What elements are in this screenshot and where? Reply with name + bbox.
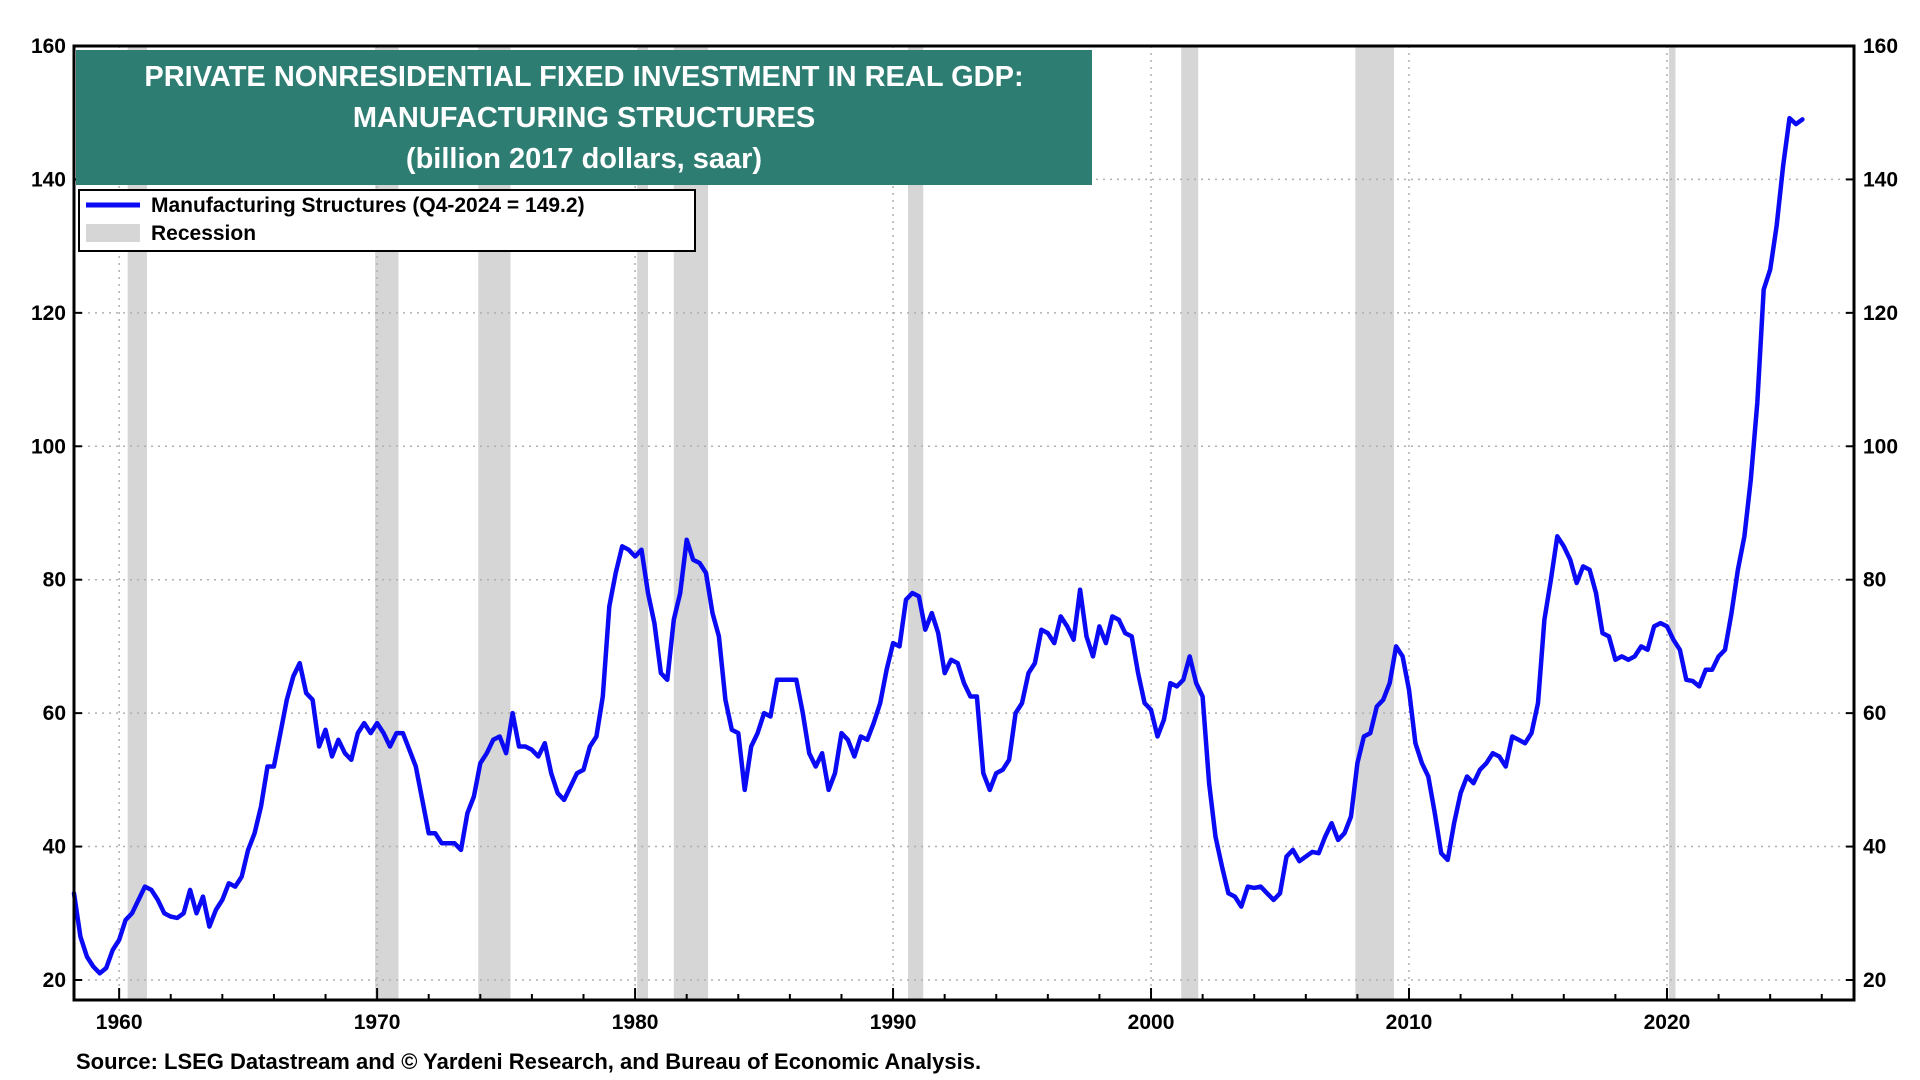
source-note: Source: LSEG Datastream and © Yardeni Re… — [76, 1049, 981, 1074]
y-tick-label-left-160: 160 — [31, 35, 66, 58]
x-tick-label-2000: 2000 — [1128, 1011, 1175, 1034]
legend-series-label: Manufacturing Structures (Q4-2024 = 149.… — [151, 194, 585, 217]
y-tick-label-left-20: 20 — [43, 969, 66, 992]
y-tick-label-right-60: 60 — [1863, 702, 1886, 725]
y-tick-label-left-80: 80 — [43, 569, 66, 592]
x-tick-label-1980: 1980 — [612, 1011, 659, 1034]
y-tick-label-right-40: 40 — [1863, 836, 1886, 859]
y-tick-label-right-100: 100 — [1863, 435, 1898, 458]
y-tick-label-right-140: 140 — [1863, 168, 1898, 191]
y-tick-label-right-80: 80 — [1863, 569, 1886, 592]
x-tick-label-2020: 2020 — [1644, 1011, 1691, 1034]
x-tick-label-1960: 1960 — [96, 1011, 143, 1034]
y-tick-label-left-100: 100 — [31, 435, 66, 458]
recession-band-8 — [1669, 46, 1676, 1000]
recession-band-1 — [375, 46, 399, 1000]
plot-frame — [72, 44, 1856, 1002]
chart-title-line-3: (billion 2017 dollars, saar) — [406, 143, 762, 175]
recession-band-3 — [637, 46, 648, 1000]
y-tick-label-left-120: 120 — [31, 302, 66, 325]
x-tick-label-1970: 1970 — [354, 1011, 401, 1034]
y-tick-label-left-60: 60 — [43, 702, 66, 725]
y-tick-label-left-40: 40 — [43, 836, 66, 859]
chart-title-line-2: MANUFACTURING STRUCTURES — [353, 102, 815, 134]
recession-band-6 — [1181, 46, 1199, 1000]
title-box — [76, 50, 1092, 185]
chart-title-line-1: PRIVATE NONRESIDENTIAL FIXED INVESTMENT … — [144, 61, 1023, 93]
x-tick-label-1990: 1990 — [870, 1011, 917, 1034]
y-tick-label-right-120: 120 — [1863, 302, 1898, 325]
recession-band-7 — [1355, 46, 1395, 1000]
series-line-manufacturing-structures — [71, 115, 1805, 976]
recession-band-5 — [908, 46, 924, 1000]
legend-recession-label: Recession — [151, 222, 256, 245]
legend-box — [78, 189, 696, 252]
legend-recession-swatch — [86, 224, 140, 242]
y-tick-label-right-160: 160 — [1863, 35, 1898, 58]
recession-band-0 — [127, 46, 148, 1000]
grid-lines — [74, 46, 1854, 1000]
x-tick-label-2010: 2010 — [1386, 1011, 1433, 1034]
y-tick-label-left-140: 140 — [31, 168, 66, 191]
y-tick-label-right-20: 20 — [1863, 969, 1886, 992]
series-layer — [71, 115, 1805, 976]
